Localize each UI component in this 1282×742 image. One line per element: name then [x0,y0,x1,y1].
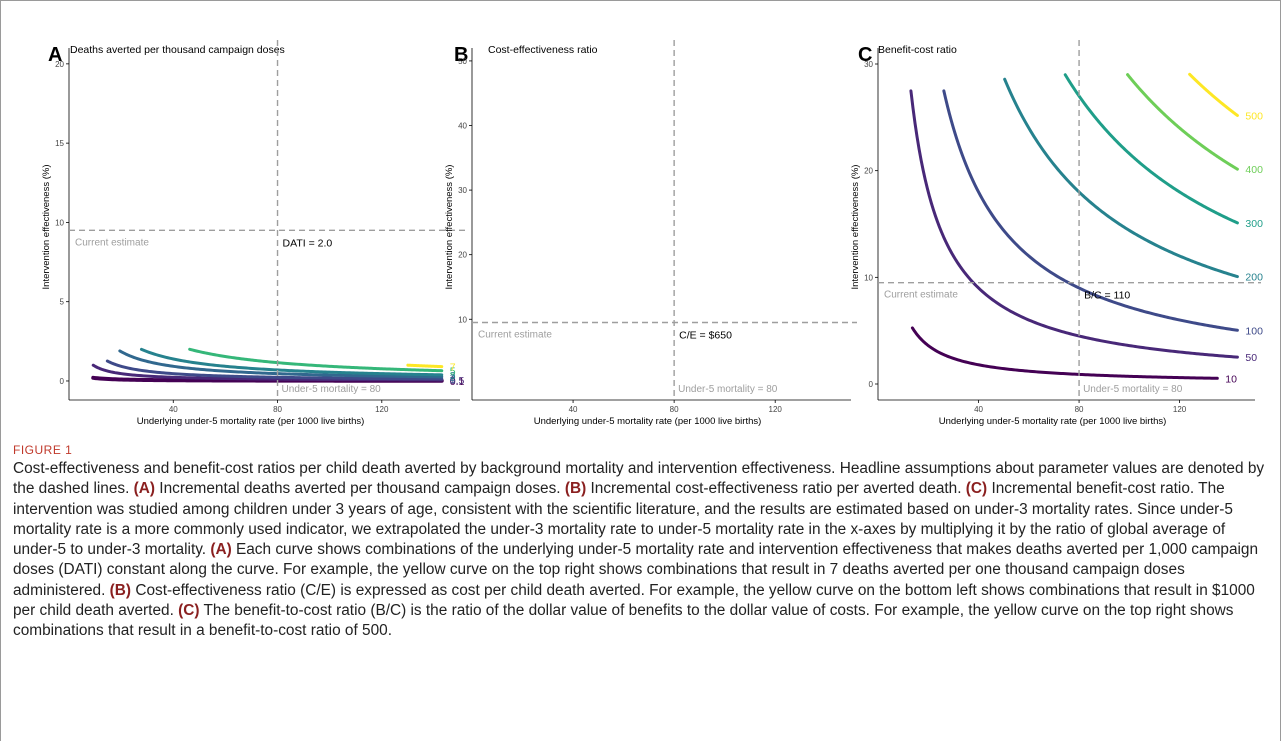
caption-segment: Each curve shows combinations of the und… [13,541,1259,599]
y-tick-label: 30 [864,60,873,69]
chart-panel-a: A Deaths averted per thousand campaign do… [41,40,466,427]
reference-y-label: Current estimate [884,290,958,301]
caption-segment: Incremental deaths averted per thousand … [155,480,565,498]
caption-panel-ref: (A) [133,480,156,498]
contour-label: 7 [450,362,456,374]
y-axis-label: Intervention effectiveness (%) [41,165,52,290]
reference-x-label: Under-5 mortality = 80 [678,384,778,395]
x-tick-label: 40 [569,405,578,414]
x-axis-label: Underlying under-5 mortality rate (per 1… [534,416,762,427]
estimate-point-label: DATI = 2.0 [283,237,333,249]
contour-line-100 [942,89,1239,332]
contour-label: 10 [1225,373,1237,385]
figure-charts: A Deaths averted per thousand campaign do… [41,40,1263,427]
caption-segment: Incremental benefit-cost ratio. The inte… [13,480,1233,559]
chart-panel-c: C Benefit-cost ratio 40 80 120 0 10 20 30 Underly… [850,40,1263,427]
contour-line-500 [1188,72,1239,117]
contour-line-200 [1003,77,1239,279]
figure-left-rule [0,0,1,741]
caption-panel-ref: (C) [178,602,200,620]
y-axis-label: Intervention effectiveness (%) [444,165,455,290]
caption-text: Cost-effectiveness and benefit-cost rati… [13,459,1268,642]
contour-label: 200 [1245,272,1263,284]
y-tick-label: 5 [60,298,65,307]
x-tick-label: 40 [974,405,983,414]
contour-label: 1 [450,374,456,386]
contour-label: 2 [450,372,456,384]
y-tick-label: 10 [55,218,64,227]
x-axis-label: Underlying under-5 mortality rate (per 1… [137,416,365,427]
caption-panel-ref: (C) [965,480,988,498]
chart-title: Benefit-cost ratio [878,44,957,56]
y-tick-label: 0 [869,380,874,389]
y-tick-label: 20 [55,60,64,69]
y-tick-label: 10 [864,273,873,282]
estimate-point-label: B/C = 110 [1084,290,1130,302]
caption-panel-ref: (A) [210,541,232,559]
contour-label: 500 [1245,110,1263,122]
contour-line-1 [105,359,444,381]
contour-line-10 [910,326,1219,380]
reference-y-label: Current estimate [478,329,552,340]
contour-line-5 [188,347,444,373]
panel-letter: A [48,44,62,66]
chart-title: Deaths averted per thousand campaign dos… [70,44,285,56]
contour-line-300 [1063,73,1239,225]
contour-label: 50 [1245,352,1257,364]
contour-label: 0.5 [450,375,465,387]
contour-label: 0.1 [450,376,465,388]
x-tick-label: 40 [169,405,178,414]
x-tick-label: 80 [273,405,282,414]
figure-label: FIGURE 1 [13,443,73,457]
x-tick-label: 120 [375,405,389,414]
contour-label: 400 [1245,164,1263,176]
y-tick-label: 40 [458,122,467,131]
y-tick-label: 20 [458,251,467,260]
contour-label: 300 [1245,218,1263,230]
x-tick-label: 120 [769,405,783,414]
contour-line-2 [118,349,444,379]
panel-letter: C [858,44,872,66]
contour-line-400 [1126,73,1239,171]
y-tick-label: 50 [458,57,467,66]
chart-title: Cost-effectiveness ratio [488,44,598,56]
y-tick-label: 10 [458,315,467,324]
caption-panel-ref: (B) [109,581,132,599]
contour-line-50 [909,89,1239,359]
x-tick-label: 80 [1075,405,1084,414]
y-tick-label: 15 [55,139,64,148]
y-tick-label: 30 [458,186,467,195]
reference-x-label: Under-5 mortality = 80 [1083,384,1183,395]
contour-line-3 [139,347,444,377]
x-tick-label: 80 [670,405,679,414]
reference-y-label: Current estimate [75,237,149,248]
contour-line-7 [406,363,444,369]
reference-x-label: Under-5 mortality = 80 [282,384,382,395]
chart-panel-b: B Cost-effectiveness ratio 40 80 120 10 20 30 40… [444,40,857,427]
y-tick-label: 0 [60,377,65,386]
panel-letter: B [454,44,468,66]
figure-caption: FIGURE 1 Cost-effectiveness and benefit-… [13,440,1268,642]
caption-segment: Cost-effectiveness and benefit-cost rati… [13,460,1265,498]
caption-segment: Incremental cost-effectiveness ratio per… [586,480,966,498]
caption-segment: Cost-effectiveness ratio (C/E) is expres… [13,581,1255,620]
contour-label: 5 [450,366,456,378]
caption-segment: The benefit-to-cost ratio (B/C) is the r… [13,602,1234,640]
y-tick-label: 20 [864,167,873,176]
estimate-point-label: C/E = $650 [679,329,732,341]
x-tick-label: 120 [1173,405,1187,414]
caption-panel-ref: (B) [564,480,587,498]
x-axis-label: Underlying under-5 mortality rate (per 1… [939,416,1167,427]
contour-label: 3 [450,370,456,382]
y-axis-label: Intervention effectiveness (%) [850,165,861,290]
contour-label: 100 [1245,325,1263,337]
